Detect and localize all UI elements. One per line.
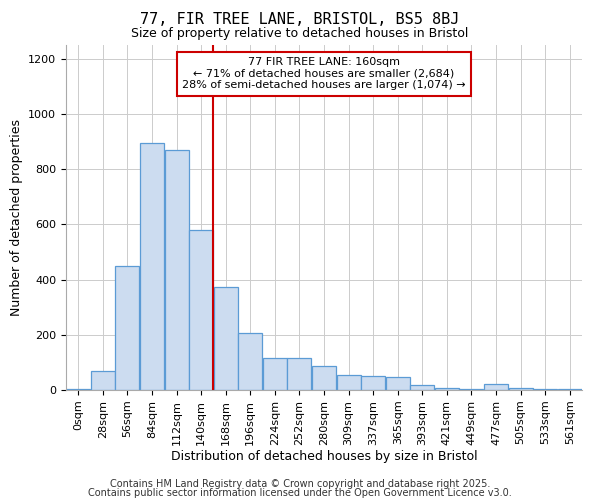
Bar <box>189 230 213 390</box>
Bar <box>140 143 164 390</box>
Bar <box>238 334 262 390</box>
Bar <box>410 385 434 390</box>
Bar <box>533 389 557 390</box>
Bar <box>214 286 238 390</box>
Bar <box>509 388 533 390</box>
Bar <box>263 358 287 390</box>
Bar <box>115 266 139 390</box>
Bar <box>361 376 385 390</box>
Bar <box>164 150 188 390</box>
Bar <box>66 388 91 390</box>
Bar <box>386 377 410 390</box>
Text: Contains HM Land Registry data © Crown copyright and database right 2025.: Contains HM Land Registry data © Crown c… <box>110 479 490 489</box>
Bar <box>460 388 484 390</box>
Bar <box>484 384 508 390</box>
Text: Size of property relative to detached houses in Bristol: Size of property relative to detached ho… <box>131 28 469 40</box>
Text: 77 FIR TREE LANE: 160sqm
← 71% of detached houses are smaller (2,684)
28% of sem: 77 FIR TREE LANE: 160sqm ← 71% of detach… <box>182 57 466 90</box>
Text: Contains public sector information licensed under the Open Government Licence v3: Contains public sector information licen… <box>88 488 512 498</box>
Bar <box>91 371 115 390</box>
Bar <box>435 388 459 390</box>
Bar <box>287 358 311 390</box>
Bar <box>312 366 336 390</box>
Text: 77, FIR TREE LANE, BRISTOL, BS5 8BJ: 77, FIR TREE LANE, BRISTOL, BS5 8BJ <box>140 12 460 28</box>
X-axis label: Distribution of detached houses by size in Bristol: Distribution of detached houses by size … <box>170 450 478 464</box>
Y-axis label: Number of detached properties: Number of detached properties <box>10 119 23 316</box>
Bar <box>337 375 361 390</box>
